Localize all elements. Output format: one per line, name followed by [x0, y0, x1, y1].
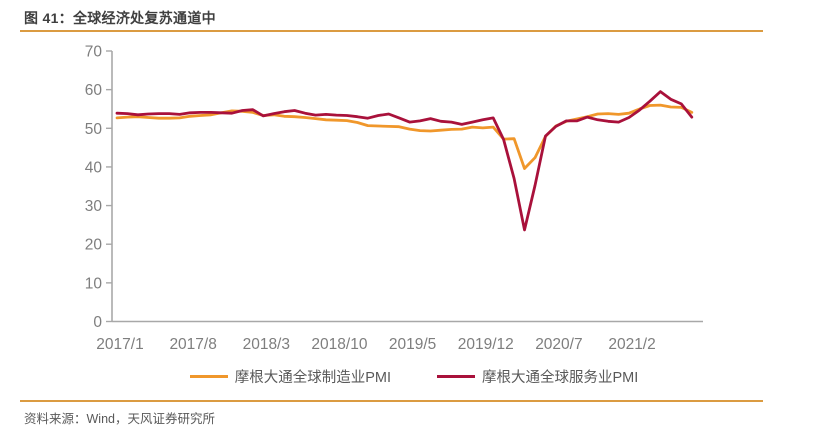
- y-tick-label: 20: [85, 237, 103, 254]
- x-tick-label: 2019/12: [458, 336, 514, 353]
- series-line-0: [115, 103, 694, 170]
- manufacturing-line-swatch: [189, 375, 228, 378]
- title-divider-line: [20, 30, 763, 32]
- x-tick-label: 2018/3: [243, 336, 290, 353]
- y-tick-label: 60: [85, 82, 103, 99]
- legend-label-services: 摩根大通全球服务业PMI: [482, 370, 639, 386]
- x-tick-label: 2019/5: [389, 336, 436, 353]
- x-tick-label: 2018/10: [311, 336, 367, 353]
- figure-title: 图 41：全球经济处复苏通道中: [24, 10, 216, 26]
- legend-item-services: 摩根大通全球服务业PMI: [437, 366, 638, 387]
- series-line-1: [115, 90, 694, 232]
- x-tick-label: 2021/2: [608, 336, 655, 353]
- services-line-swatch: [437, 375, 475, 378]
- chart-legend: 摩根大通全球制造业PMI 摩根大通全球服务业PMI: [0, 366, 828, 387]
- y-tick-label: 0: [93, 314, 102, 331]
- y-tick-label: 30: [85, 198, 103, 215]
- source-divider-line: [20, 400, 763, 402]
- legend-item-manufacturing: 摩根大通全球制造业PMI: [189, 366, 391, 387]
- y-tick-label: 10: [85, 275, 103, 292]
- x-tick-label: 2020/7: [535, 336, 582, 353]
- x-tick-label: 2017/1: [96, 336, 143, 353]
- y-tick-label: 70: [85, 44, 103, 61]
- source-note: 资料来源：Wind，天风证券研究所: [24, 412, 215, 426]
- y-tick-label: 40: [85, 159, 103, 176]
- y-tick-label: 50: [85, 121, 103, 138]
- x-tick-label: 2017/8: [169, 336, 216, 353]
- legend-label-manufacturing: 摩根大通全球制造业PMI: [234, 370, 391, 386]
